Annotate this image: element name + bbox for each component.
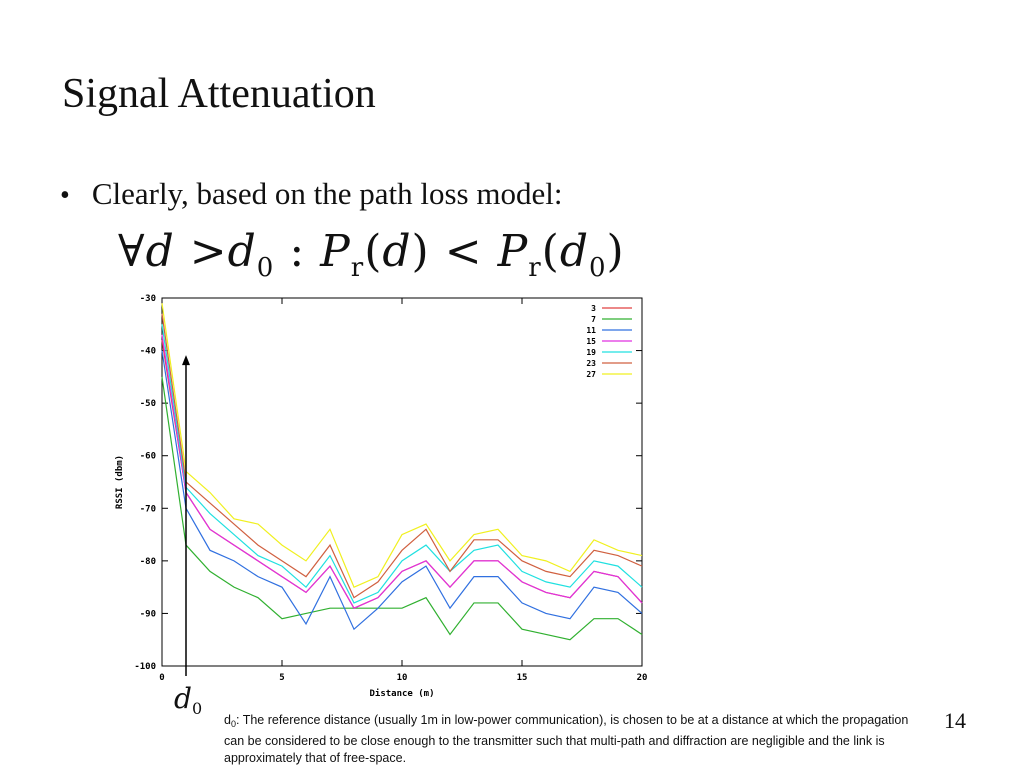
formula-colon: :	[289, 226, 306, 277]
formula-rparen1: )	[411, 226, 430, 277]
bullet-text: Clearly, based on the path loss model:	[91, 176, 563, 211]
d0-label-sub: 0	[191, 699, 203, 718]
y-tick-label: -60	[140, 452, 156, 462]
series-line-15	[161, 334, 643, 609]
formula-arg2-sub: 0	[588, 253, 607, 283]
formula-d0: d	[227, 226, 257, 277]
footnote-d: d	[224, 713, 231, 727]
page-number: 14	[944, 708, 966, 733]
formula-lparen1: (	[364, 226, 383, 277]
legend-label-23: 23	[586, 359, 596, 368]
d0-label-base: d	[174, 682, 192, 715]
footnote-d-sub: 0	[230, 719, 236, 729]
legend-label-15: 15	[586, 337, 596, 346]
series-line-23	[161, 313, 643, 599]
y-axis-label: RSSI (dbm)	[115, 455, 125, 509]
formula-p2: P	[497, 226, 529, 277]
legend-label-3: 3	[591, 304, 596, 313]
legend-label-19: 19	[586, 348, 596, 357]
formula-p1-sub: r	[350, 253, 365, 283]
formula-lparen2: (	[541, 226, 560, 277]
series-line-27	[161, 303, 643, 588]
plot-frame	[161, 297, 643, 667]
x-tick-label: 20	[637, 673, 648, 683]
y-tick-label: -30	[140, 294, 156, 304]
path-loss-formula: ∀d >d0 : Pr(d) < Pr(d0)	[118, 226, 625, 283]
slide-title: Signal Attenuation	[62, 71, 376, 117]
x-tick-label: 10	[397, 673, 408, 683]
series-line-11	[161, 350, 643, 631]
y-tick-label: -50	[140, 399, 156, 409]
series-line-19	[161, 324, 643, 604]
y-tick-label: -100	[134, 662, 156, 672]
formula-p2-sub: r	[528, 253, 542, 283]
y-tick-label: -80	[140, 557, 156, 567]
x-axis-label: Distance (m)	[369, 688, 434, 699]
formula-arg1: d	[382, 226, 412, 277]
y-tick-label: -70	[140, 504, 156, 514]
bullet-item: • Clearly, based on the path loss model:	[60, 176, 562, 216]
y-tick-label: -90	[140, 609, 156, 619]
d0-label: d0	[174, 682, 202, 718]
formula-d0-sub: 0	[256, 253, 275, 283]
formula-d: d	[145, 226, 175, 277]
y-tick-label: -40	[140, 347, 156, 357]
formula-forall: ∀	[118, 226, 146, 277]
legend-label-27: 27	[586, 370, 596, 379]
footnote-text: : The reference distance (usually 1m in …	[224, 713, 909, 765]
formula-p1: P	[320, 226, 351, 277]
formula-lt: <	[444, 226, 483, 277]
formula-rparen2: )	[606, 226, 625, 277]
legend-label-11: 11	[586, 326, 596, 335]
series-line-7	[161, 376, 643, 641]
x-tick-label: 15	[517, 673, 528, 683]
formula-arg2: d	[559, 226, 589, 277]
formula-gt: >	[189, 226, 228, 277]
legend-label-7: 7	[591, 315, 596, 324]
d0-arrow-head-icon	[182, 355, 190, 366]
footnote: d0: The reference distance (usually 1m i…	[224, 712, 924, 767]
x-tick-label: 5	[279, 673, 284, 683]
x-tick-label: 0	[159, 673, 164, 683]
bullet-dot-icon: •	[60, 180, 70, 211]
